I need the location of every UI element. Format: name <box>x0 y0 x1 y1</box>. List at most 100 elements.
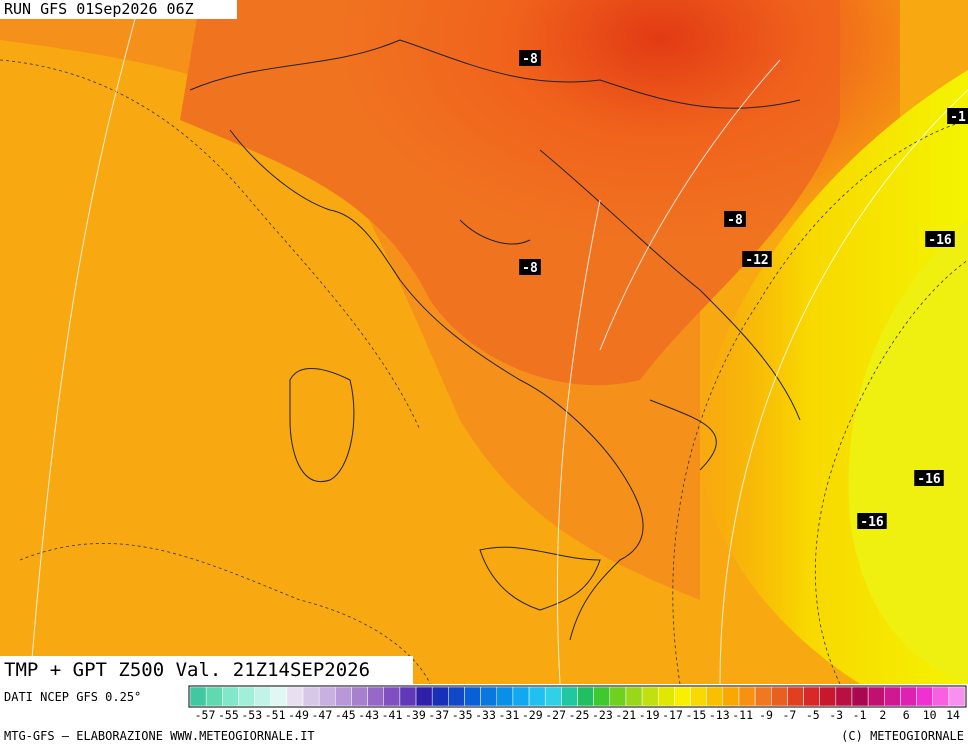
contour-label-box <box>857 513 887 529</box>
colorbar-label: -9 <box>759 708 773 722</box>
geopotential-lines <box>29 0 968 685</box>
colorbar-swatch <box>399 686 417 707</box>
contour-label-box <box>724 211 746 227</box>
colorbar-swatch <box>415 686 433 707</box>
colorbar-label: -43 <box>358 708 379 722</box>
product-label: TMP + GPT Z500 Val. 21Z14SEP2026 <box>4 659 370 681</box>
colorbar-swatch <box>674 686 691 707</box>
colorbar-swatch <box>318 686 336 707</box>
contour-label: -8 <box>727 213 743 228</box>
contour-label-box <box>519 259 541 275</box>
colorbar-label: 2 <box>879 708 886 722</box>
colorbar-swatch <box>302 686 320 707</box>
colorbar-label: -47 <box>311 708 332 722</box>
colorbar-swatch <box>335 686 352 707</box>
colorbar-label: -15 <box>685 708 706 722</box>
colorbar-swatch <box>480 686 498 707</box>
colorbar-label: -35 <box>452 708 473 722</box>
colorbar-swatch <box>851 686 869 707</box>
colorbar-label: 10 <box>923 708 937 722</box>
colorbar-swatch <box>609 686 627 707</box>
colorbar-swatch <box>367 686 384 707</box>
colorbar-swatch <box>512 686 530 707</box>
colorbar-label: 6 <box>903 708 910 722</box>
colorbar-swatch <box>254 686 271 707</box>
colorbar-swatch <box>222 686 239 707</box>
colorbar-label: -19 <box>639 708 660 722</box>
colorbar-label: -3 <box>829 708 843 722</box>
colorbar-label: -21 <box>615 708 636 722</box>
colorbar-swatch <box>835 686 853 707</box>
colorbar-label: -23 <box>592 708 613 722</box>
colorbar-label: 14 <box>946 708 960 722</box>
colorbar-swatch <box>383 686 401 707</box>
colorbar-swatch <box>544 686 562 707</box>
source-label: DATI NCEP GFS 0.25° <box>4 690 141 704</box>
colorbar-swatch <box>932 686 950 707</box>
colorbar-swatch <box>448 686 465 707</box>
colorbar-swatch <box>561 686 578 707</box>
temperature-field <box>848 220 968 684</box>
colorbar-label: -33 <box>475 708 496 722</box>
colorbar-swatch <box>690 686 707 707</box>
colorbar-swatch <box>593 686 611 707</box>
colorbar-swatch <box>803 686 820 707</box>
colorbar-swatch <box>722 686 740 707</box>
colorbar-label: -53 <box>241 708 262 722</box>
colorbar-swatch <box>754 686 772 707</box>
colorbar-label: -41 <box>382 708 403 722</box>
run-label-box <box>0 0 237 19</box>
colorbar-swatch <box>205 686 223 707</box>
colorbar-swatch <box>351 686 368 707</box>
run-label: RUN GFS 01Sep2026 06Z <box>4 0 194 18</box>
colorbar-swatch <box>464 686 481 707</box>
contour-label-box <box>925 231 955 247</box>
colorbar-swatch <box>787 686 804 707</box>
colorbar-label: -31 <box>498 708 519 722</box>
colorbar-swatch <box>771 686 788 707</box>
contour-label: -16 <box>860 515 884 530</box>
colorbar-swatch <box>238 686 255 707</box>
contour-label-box <box>914 470 944 486</box>
contour-label: -8 <box>522 261 538 276</box>
colorbar-label: -25 <box>569 708 590 722</box>
colorbar-label: -49 <box>288 708 309 722</box>
colorbar-label: -55 <box>218 708 239 722</box>
colorbar-label: -11 <box>732 708 753 722</box>
contour-label: -1 <box>950 110 966 125</box>
colorbar-label: -27 <box>545 708 566 722</box>
colorbar-swatch <box>706 686 724 707</box>
colorbar-label: -1 <box>853 708 867 722</box>
footer-left: MTG-GFS — ELABORAZIONE WWW.METEOGIORNALE… <box>4 729 315 743</box>
contour-label-box <box>742 251 772 267</box>
colorbar-swatch <box>431 686 449 707</box>
colorbar-swatch <box>625 686 643 707</box>
colorbar-swatch <box>641 686 659 707</box>
colorbar-frame <box>188 685 967 708</box>
colorbar-label: -57 <box>195 708 216 722</box>
colorbar-swatch <box>916 686 933 707</box>
colorbar-swatch <box>189 686 207 707</box>
product-label-box <box>0 656 413 684</box>
isotherms <box>0 59 968 685</box>
colorbar-label: -29 <box>522 708 543 722</box>
colorbar-label: -37 <box>428 708 449 722</box>
colorbar-swatch <box>577 686 594 707</box>
colorbar-swatch <box>286 686 304 707</box>
colorbar-label: -39 <box>405 708 426 722</box>
colorbar-swatch <box>657 686 675 707</box>
colorbar-swatch <box>528 686 546 707</box>
contour-label: -12 <box>745 253 768 268</box>
colorbar-swatch <box>496 686 514 707</box>
contour-label-box <box>519 50 541 66</box>
colorbar-swatch <box>948 686 966 707</box>
colorbar-swatch <box>884 686 901 707</box>
contour-label: -16 <box>928 233 952 248</box>
colorbar-swatch <box>900 686 917 707</box>
footer-right: (C) METEOGIORNALE <box>841 729 964 743</box>
colorbar-label: -17 <box>662 708 683 722</box>
colorbar-swatch <box>867 686 885 707</box>
colorbar-label: -5 <box>806 708 820 722</box>
contour-label-box <box>947 108 968 124</box>
